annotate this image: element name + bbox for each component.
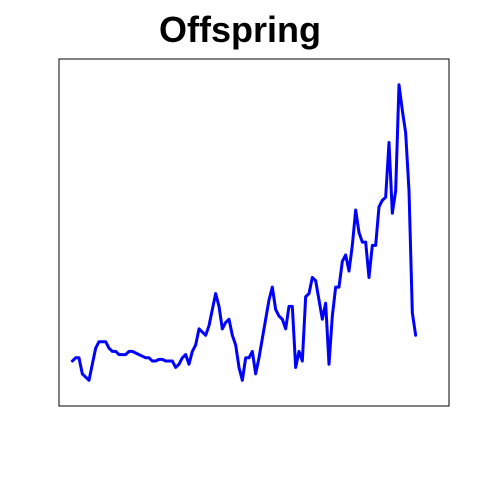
series-layer (70, 83, 418, 382)
series-line-1 (70, 83, 418, 382)
plot-frame (58, 58, 450, 407)
chart-title: Offspring (159, 9, 321, 50)
